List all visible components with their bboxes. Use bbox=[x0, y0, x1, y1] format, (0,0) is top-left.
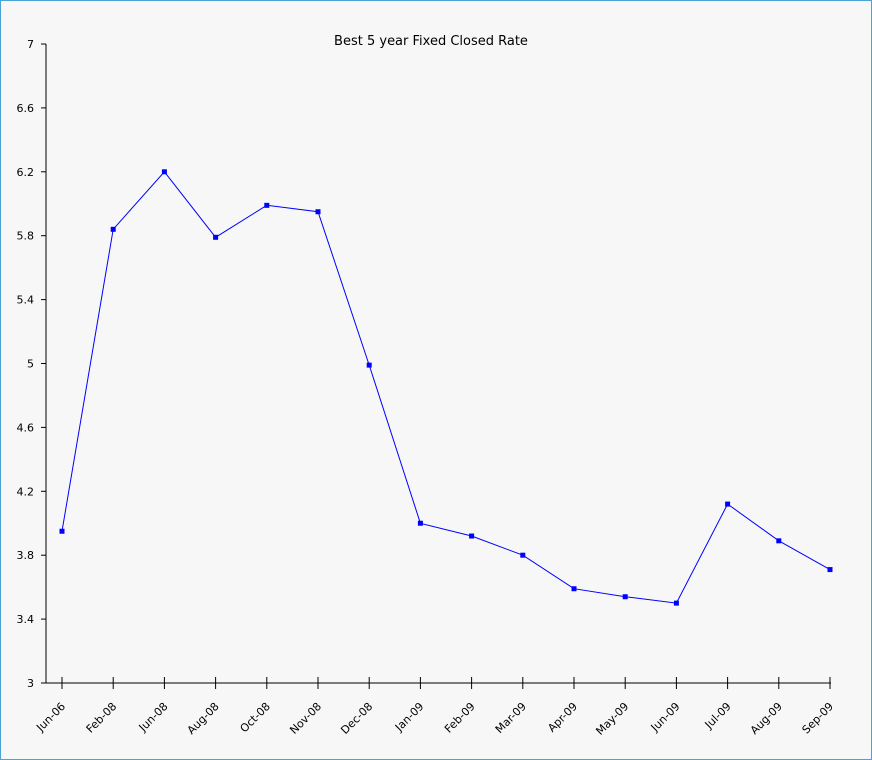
data-point bbox=[417, 520, 423, 526]
data-point bbox=[315, 209, 321, 215]
x-axis-ticks: Jun-06 Feb-08 Jun-08 Aug-08 Oct-08 Nov-08 Dec-… bbox=[33, 677, 836, 738]
y-tick-label: 3.8 bbox=[17, 549, 35, 562]
y-tick-label: 5.4 bbox=[17, 294, 35, 307]
x-tick-label: Apr-09 bbox=[545, 700, 580, 735]
y-tick-label: 6.2 bbox=[17, 166, 35, 179]
y-tick-label: 5 bbox=[27, 358, 34, 371]
x-tick-label: Feb-09 bbox=[442, 700, 478, 736]
series-group bbox=[59, 169, 833, 606]
data-point bbox=[776, 538, 782, 544]
data-point bbox=[110, 226, 116, 232]
x-tick-label: Nov-08 bbox=[287, 700, 324, 737]
data-point bbox=[673, 600, 679, 606]
data-point bbox=[161, 169, 167, 175]
x-tick-label: Jun-06 bbox=[33, 700, 68, 735]
data-point bbox=[725, 501, 731, 507]
data-point bbox=[59, 528, 65, 534]
x-tick-label: Jun-09 bbox=[648, 700, 683, 735]
data-point bbox=[622, 594, 628, 600]
data-point bbox=[264, 202, 270, 208]
data-point bbox=[366, 362, 372, 368]
chart-title: Best 5 year Fixed Closed Rate bbox=[334, 34, 528, 49]
x-tick-label: Jan-09 bbox=[392, 700, 427, 735]
y-tick-label: 7 bbox=[27, 38, 34, 51]
data-point bbox=[520, 552, 526, 558]
y-tick-label: 4.2 bbox=[17, 485, 35, 498]
x-tick-label: Feb-08 bbox=[84, 700, 120, 736]
y-tick-label: 5.8 bbox=[17, 230, 35, 243]
x-tick-label: Aug-09 bbox=[748, 700, 785, 737]
x-tick-label: Oct-08 bbox=[238, 700, 273, 735]
x-tick-label: Aug-08 bbox=[185, 700, 222, 737]
data-point bbox=[213, 234, 219, 240]
series-line bbox=[61, 171, 831, 604]
y-tick-label: 4.6 bbox=[17, 421, 35, 434]
x-tick-label: Sep-09 bbox=[800, 700, 837, 737]
x-tick-label: May-09 bbox=[593, 700, 631, 738]
x-tick-label: Jul-09 bbox=[702, 700, 734, 732]
x-tick-label: Jun-08 bbox=[136, 700, 171, 735]
data-point bbox=[469, 533, 475, 539]
data-point bbox=[827, 567, 833, 573]
y-tick-label: 3.4 bbox=[17, 613, 35, 626]
y-tick-label: 3 bbox=[27, 677, 34, 690]
y-tick-label: 6.6 bbox=[17, 102, 35, 115]
x-tick-label: Mar-09 bbox=[493, 700, 529, 736]
y-axis-ticks: 3 3.4 3.8 4.2 4.6 5 5.4 5.8 6.2 6.6 7 bbox=[17, 38, 46, 690]
axes bbox=[45, 44, 831, 684]
x-tick-label: Dec-08 bbox=[338, 700, 375, 737]
data-point bbox=[571, 586, 577, 592]
